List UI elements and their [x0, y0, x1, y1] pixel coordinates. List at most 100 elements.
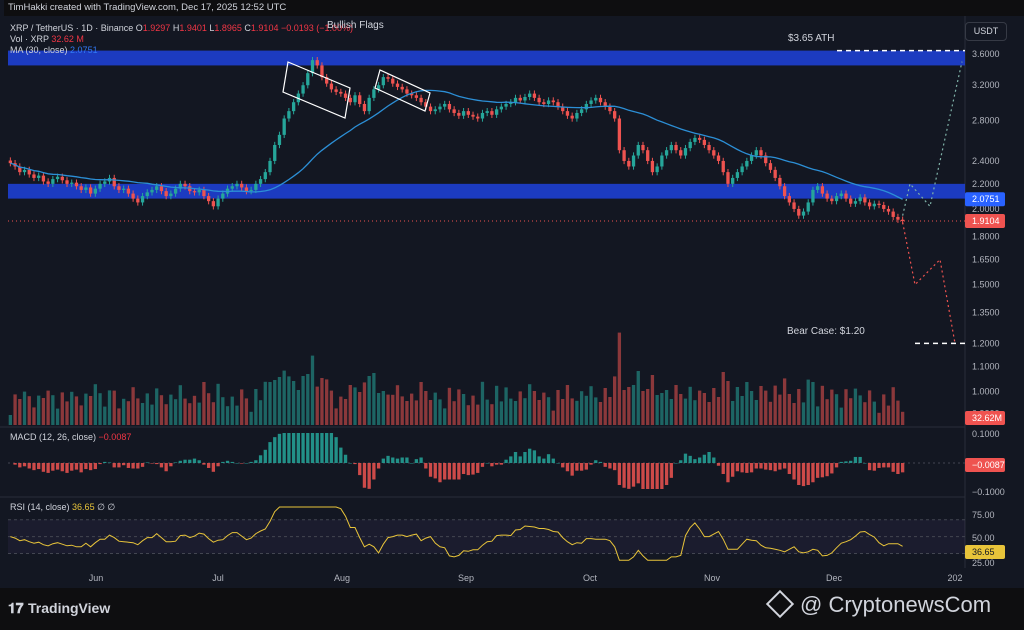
volume-bar [268, 382, 272, 425]
volume-bar [55, 408, 60, 425]
tradingview-logo[interactable]: 𝟏𝟕 TradingView [8, 600, 110, 617]
macd-histogram-bar [773, 463, 777, 472]
volume-label[interactable]: Vol · XRP [10, 34, 49, 44]
candle [438, 106, 442, 110]
candle [22, 169, 27, 173]
volume-bar [731, 401, 735, 425]
candle [834, 196, 839, 202]
volume-bar [839, 407, 843, 425]
time-tick-label: Oct [583, 573, 598, 583]
macd-label: MACD (12, 26, close) [10, 432, 97, 442]
macd-histogram-bar [768, 463, 773, 471]
candle [641, 144, 645, 151]
candle [79, 186, 83, 190]
volume-bar [84, 393, 88, 425]
candle [84, 187, 88, 190]
macd-histogram-bar [74, 463, 79, 470]
candle [263, 172, 267, 180]
candle [159, 186, 164, 192]
candle [258, 179, 263, 184]
volume-bar [858, 395, 862, 425]
candle [249, 189, 253, 192]
volume-bar [764, 390, 768, 425]
candle [211, 201, 216, 207]
volume-bar [773, 385, 777, 425]
rsi-tick-label: 50.00 [972, 533, 995, 543]
macd-histogram-bar [122, 463, 126, 466]
macd-histogram-bar [428, 463, 433, 477]
symbol-label[interactable]: XRP / TetherUS · 1D · Binance [10, 23, 134, 33]
macd-histogram-bar [891, 463, 895, 472]
time-tick-label: 202 [947, 573, 962, 583]
macd-label-row[interactable]: MACD (12, 26, close) −0.0087 [10, 432, 131, 442]
candle [155, 186, 159, 190]
rsi-label-row[interactable]: RSI (14, close) 36.65 ∅ ∅ [10, 502, 115, 513]
candle [749, 155, 754, 161]
candle [853, 201, 858, 204]
volume-bar [386, 394, 390, 425]
candle [93, 188, 97, 194]
volume-bar [230, 396, 234, 425]
price-tick-label: 3.2000 [972, 80, 1000, 90]
macd-histogram-bar [598, 461, 603, 463]
volume-bar [8, 415, 13, 425]
volume-bar [561, 399, 565, 425]
candle [754, 150, 758, 156]
macd-histogram-bar [400, 457, 404, 463]
macd-histogram-bar [150, 463, 154, 464]
currency-button[interactable]: USDT [965, 22, 1007, 41]
volume-bar [735, 387, 740, 425]
candle [778, 177, 782, 187]
ma-label[interactable]: MA (30, close) [10, 45, 68, 55]
candle [532, 93, 537, 98]
macd-histogram-bar [443, 463, 447, 480]
candle [655, 166, 659, 173]
candle [712, 150, 716, 156]
candle [414, 95, 419, 98]
candle [575, 112, 579, 119]
volume-bar [556, 390, 560, 425]
macd-histogram-bar [433, 463, 437, 479]
macd-histogram-bar [513, 452, 518, 463]
volume-bar [348, 385, 352, 425]
candle [650, 160, 655, 173]
candle [395, 83, 400, 87]
drawings [282, 61, 963, 344]
change-value: −0.0193 (−1.00%) [280, 23, 354, 33]
candle [863, 197, 867, 203]
volume-bar [211, 402, 216, 425]
macd-histogram-bar [546, 454, 551, 463]
volume-bar [310, 355, 315, 425]
candle [872, 203, 876, 207]
macd-histogram-bar [301, 433, 305, 463]
candle [178, 183, 182, 189]
volume-bar [891, 387, 895, 425]
candle [140, 196, 145, 203]
volume-bar [863, 402, 867, 425]
macd-histogram-bar [372, 463, 376, 480]
macd-histogram-bar [282, 433, 286, 463]
volume-bar [787, 394, 791, 425]
macd-histogram-bar [882, 463, 886, 468]
volume-bar [882, 394, 886, 425]
macd-histogram-bar [358, 463, 362, 476]
volume-bar [372, 373, 376, 425]
candle [858, 197, 862, 202]
volume-bar [867, 390, 872, 425]
bear-projection [902, 222, 956, 344]
volume-bar [636, 371, 640, 425]
volume-bar [830, 389, 834, 425]
candle [428, 106, 433, 112]
macd-histogram-bar [872, 463, 876, 471]
volume-bar [159, 395, 164, 425]
price-tick-label: 1.8000 [972, 232, 1000, 242]
candle [424, 102, 428, 107]
macd-histogram-bar [556, 463, 560, 464]
macd-histogram-bar [565, 463, 570, 472]
volume-bar [570, 398, 574, 425]
volume-bar [532, 391, 537, 425]
candle [816, 186, 820, 190]
macd-histogram-bar [98, 463, 102, 465]
candle [320, 65, 324, 78]
price-axis: 3.6000 3.2000 2.8000 2.4000 2.2000 2.0000 1.80… [965, 49, 1005, 568]
